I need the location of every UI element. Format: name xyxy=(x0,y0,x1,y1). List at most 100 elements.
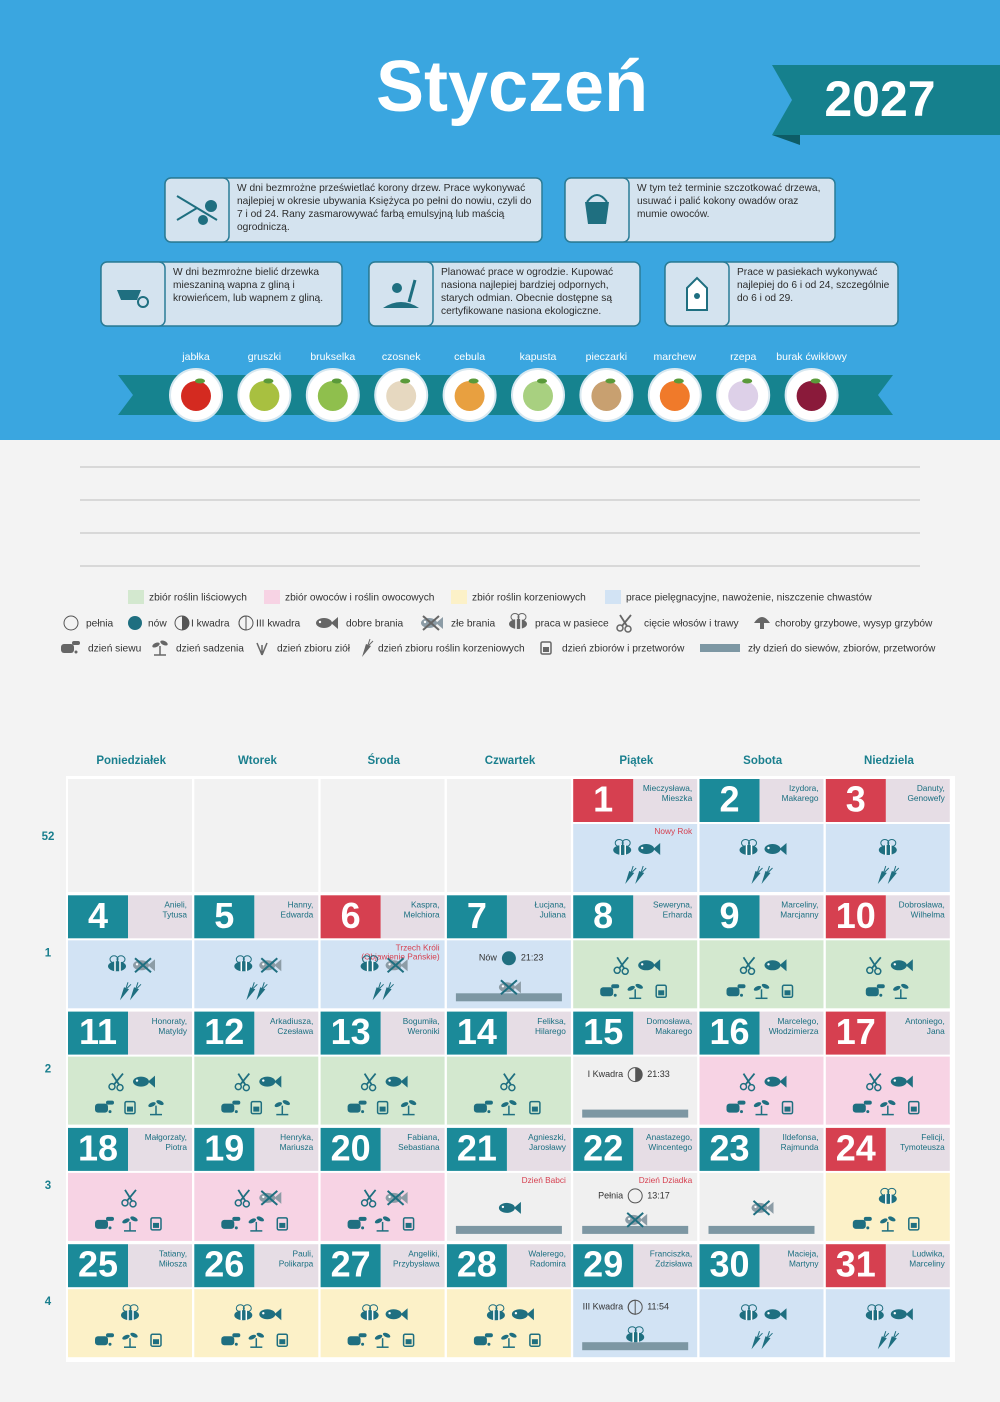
day-number: 9 xyxy=(719,895,739,936)
jar-fill xyxy=(531,1339,538,1345)
fish-eye xyxy=(767,1312,770,1315)
day-number-box xyxy=(194,1244,255,1288)
seed xyxy=(613,993,617,997)
fish-eye xyxy=(893,963,896,966)
ring xyxy=(234,1082,243,1091)
fingers xyxy=(106,1100,114,1105)
icon-carrot2 xyxy=(751,865,773,884)
wheel xyxy=(137,296,149,308)
carrot xyxy=(751,871,761,884)
weekday: Czwartek xyxy=(485,755,536,767)
icon-hand xyxy=(852,1216,872,1230)
day-cell xyxy=(320,1056,445,1125)
moon-label: I Kwadra xyxy=(588,1069,624,1079)
fish-tail xyxy=(653,959,661,972)
ring xyxy=(866,1082,874,1091)
icon-jar xyxy=(402,1217,415,1231)
leaf xyxy=(248,1334,257,1340)
icon-fish xyxy=(498,1201,521,1214)
ring xyxy=(624,625,632,633)
day-names: Walerego, xyxy=(528,1248,566,1258)
leaf xyxy=(627,985,635,991)
day-cell xyxy=(825,1289,950,1358)
body xyxy=(234,961,253,972)
icon-bee xyxy=(486,1304,505,1321)
icon-jar xyxy=(276,1333,289,1347)
produce-image xyxy=(591,381,622,411)
jar-fill xyxy=(784,1106,791,1112)
day-number: 16 xyxy=(709,1011,749,1052)
ring xyxy=(242,1083,251,1092)
leaf xyxy=(888,1216,896,1222)
ring xyxy=(360,1082,369,1091)
jar-fill xyxy=(279,1222,286,1228)
day-names: Bogumiła, xyxy=(403,1016,440,1026)
fish-body xyxy=(890,1076,907,1087)
seed xyxy=(740,1110,743,1114)
day-number: 28 xyxy=(457,1244,497,1285)
icon-sprout xyxy=(400,1100,417,1116)
day-names: Henryka, xyxy=(280,1132,313,1142)
day-names: Weroniki xyxy=(407,1026,439,1036)
fish-tail xyxy=(766,1201,774,1214)
icon-mushroom xyxy=(754,617,770,629)
day-number: 8 xyxy=(593,895,613,936)
day-number: 21 xyxy=(457,1127,497,1168)
icon-fish xyxy=(764,1075,787,1088)
week-number: 2 xyxy=(45,1064,51,1076)
day-names: Tytusa xyxy=(163,909,188,919)
blade xyxy=(619,614,628,627)
ground xyxy=(383,302,419,308)
fish-eye xyxy=(262,1312,265,1315)
carrot-leaf xyxy=(767,865,773,873)
produce-label: kapusta xyxy=(520,351,557,363)
icon-hand xyxy=(347,1100,367,1114)
day-names-bg xyxy=(380,895,445,939)
legend-label: dobre brania xyxy=(346,619,404,630)
leaf xyxy=(374,1218,383,1224)
body xyxy=(865,1310,884,1321)
produce-label: pieczarki xyxy=(586,351,627,363)
fingers xyxy=(358,1216,367,1221)
week-number: 3 xyxy=(45,1180,51,1192)
fingers xyxy=(358,1100,367,1105)
fingers xyxy=(106,1216,114,1221)
fish-eye xyxy=(893,1312,896,1315)
palm xyxy=(726,987,740,997)
day-number: 17 xyxy=(836,1011,876,1052)
cross xyxy=(386,1190,405,1206)
blade xyxy=(124,1189,133,1202)
leaf xyxy=(382,1216,391,1222)
spade xyxy=(407,279,417,303)
icon-hand xyxy=(95,1333,114,1346)
jar xyxy=(376,1100,389,1115)
day-number: 15 xyxy=(583,1011,623,1052)
icon-scissors xyxy=(234,1189,251,1208)
carrot-leaf xyxy=(883,865,890,873)
icon-bee xyxy=(360,1304,379,1321)
day-names-bg xyxy=(885,1011,950,1055)
day-names-bg xyxy=(506,1127,571,1171)
blade xyxy=(237,1189,247,1202)
day-names: Hanny, xyxy=(288,899,314,909)
fish-body xyxy=(638,844,655,854)
ring xyxy=(747,967,756,976)
weekday: Niedziela xyxy=(864,755,914,767)
fish-eye xyxy=(767,963,770,966)
leaf xyxy=(256,1332,265,1338)
carrot-leaf xyxy=(767,1331,773,1338)
jar-fill xyxy=(784,990,791,996)
leaf xyxy=(148,1102,156,1108)
fish-eye xyxy=(767,1079,770,1082)
day-names: Marcelego, xyxy=(777,1016,818,1026)
day-number: 10 xyxy=(836,895,876,936)
fish-eye xyxy=(388,1195,391,1199)
palm xyxy=(61,644,74,653)
icon-jar xyxy=(781,984,794,999)
produce-label: jabłka xyxy=(181,351,210,363)
jar xyxy=(276,1333,289,1347)
produce-label: rzepa xyxy=(730,351,756,363)
icon-sprout xyxy=(753,983,770,1000)
fish-eye xyxy=(318,620,322,624)
empty-cell xyxy=(446,779,571,892)
